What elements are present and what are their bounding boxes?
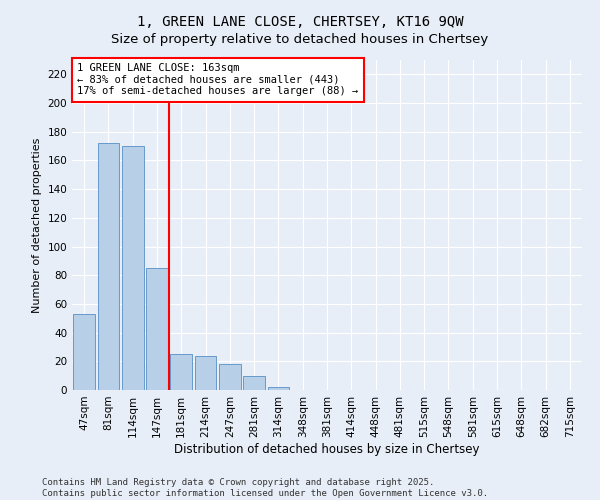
Bar (219, 364, 241, 390)
Bar (122, 146, 143, 390)
Text: Contains HM Land Registry data © Crown copyright and database right 2025.
Contai: Contains HM Land Registry data © Crown c… (42, 478, 488, 498)
Bar (146, 268, 168, 390)
Text: Size of property relative to detached houses in Chertsey: Size of property relative to detached ho… (112, 32, 488, 46)
Bar (73, 314, 95, 390)
Bar (268, 387, 289, 390)
Text: 1, GREEN LANE CLOSE, CHERTSEY, KT16 9QW: 1, GREEN LANE CLOSE, CHERTSEY, KT16 9QW (137, 15, 463, 29)
Bar (243, 376, 265, 390)
Text: 1 GREEN LANE CLOSE: 163sqm
← 83% of detached houses are smaller (443)
17% of sem: 1 GREEN LANE CLOSE: 163sqm ← 83% of deta… (77, 64, 358, 96)
X-axis label: Distribution of detached houses by size in Chertsey: Distribution of detached houses by size … (174, 442, 480, 456)
Bar (97, 143, 119, 390)
Bar (194, 356, 217, 390)
Bar (170, 354, 192, 390)
Y-axis label: Number of detached properties: Number of detached properties (32, 138, 42, 312)
